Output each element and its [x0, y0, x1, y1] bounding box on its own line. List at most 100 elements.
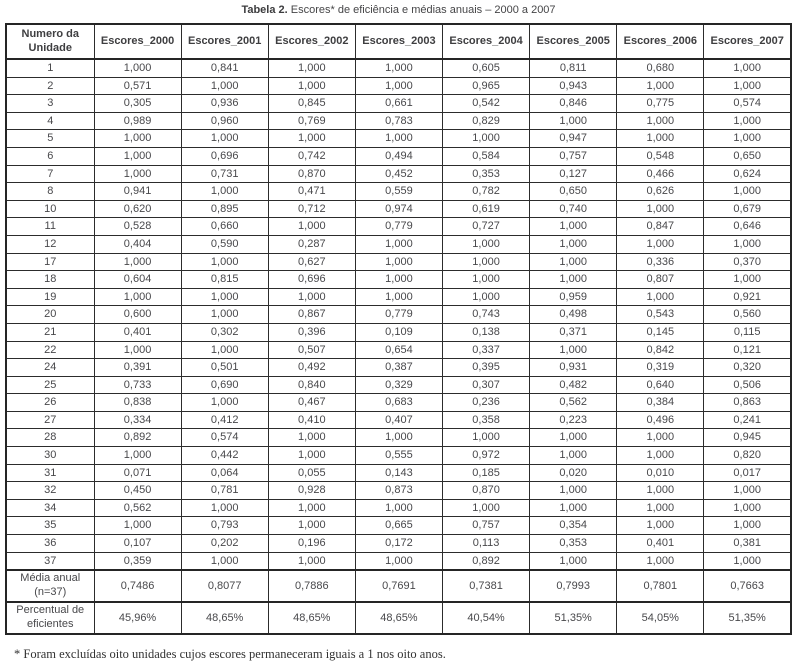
- score-cell: 0,496: [616, 410, 705, 430]
- unit-number-cell: 5: [5, 129, 95, 148]
- score-cell: 1,000: [267, 129, 356, 148]
- table-row: 37 0,359 1,000 1,000 1,000 0,892 1,000 1,000 1,0…: [5, 551, 792, 571]
- summary-value-cell: 45,96%: [93, 601, 182, 635]
- unit-number-cell: 2: [5, 76, 95, 96]
- table-row: 31 0,071 0,064 0,055 0,143 0,185 0,020 0,010 0,0…: [5, 463, 792, 483]
- score-cell: 0,650: [529, 182, 618, 201]
- unit-number-cell: 30: [5, 446, 95, 465]
- score-cell: 0,127: [529, 164, 618, 184]
- score-cell: 0,574: [703, 94, 792, 113]
- unit-number-cell: 17: [5, 252, 95, 272]
- table-row: 17 1,000 1,000 0,627 1,000 1,000 1,000 0,336 0,3…: [5, 252, 792, 272]
- score-cell: 1,000: [441, 234, 531, 254]
- table-title-number: Tabela 2.: [241, 4, 288, 16]
- score-cell: 0,574: [180, 428, 269, 448]
- score-cell: 1,000: [703, 76, 792, 96]
- score-cell: 1,000: [616, 428, 705, 448]
- table-row: 1 1,000 0,841 1,000 1,000 0,605 0,811 0,680 1,00…: [5, 58, 792, 78]
- summary-value-cell: 0,7801: [616, 569, 705, 603]
- score-cell: 0,320: [703, 358, 792, 377]
- score-cell: 0,928: [267, 481, 356, 500]
- summary-value-cell: 54,05%: [616, 601, 705, 635]
- score-cell: 1,000: [354, 270, 444, 289]
- score-cell: 1,000: [616, 498, 705, 518]
- score-cell: 0,965: [441, 76, 531, 96]
- score-cell: 1,000: [354, 58, 444, 78]
- unit-number-cell: 34: [5, 498, 95, 518]
- table-row: 12 0,404 0,590 0,287 1,000 1,000 1,000 1,000 1,0…: [5, 234, 792, 254]
- unit-number-cell: 31: [5, 463, 95, 483]
- score-cell: 0,820: [703, 446, 792, 465]
- summary-label-cell: Média anual (n=37): [5, 569, 95, 603]
- score-cell: 1,000: [703, 182, 792, 201]
- unit-number-cell: 3: [5, 94, 95, 113]
- unit-number-cell: 8: [5, 182, 95, 201]
- score-cell: 0,185: [441, 463, 531, 483]
- score-cell: 0,931: [529, 358, 618, 377]
- score-cell: 0,384: [616, 393, 705, 412]
- score-cell: 0,145: [616, 322, 705, 342]
- score-cell: 0,665: [354, 516, 444, 536]
- unit-number-cell: 18: [5, 270, 95, 289]
- score-cell: 1,000: [703, 111, 792, 131]
- score-cell: 0,960: [180, 111, 269, 131]
- score-cell: 1,000: [529, 498, 618, 518]
- score-cell: 0,471: [267, 182, 356, 201]
- score-cell: 0,757: [441, 516, 531, 536]
- score-cell: 0,548: [616, 146, 705, 166]
- unit-number-cell: 27: [5, 410, 95, 430]
- score-cell: 0,543: [616, 305, 705, 324]
- score-cell: 1,000: [441, 498, 531, 518]
- score-cell: 0,196: [267, 534, 356, 553]
- score-cell: 0,627: [267, 252, 356, 272]
- score-cell: 0,829: [441, 111, 531, 131]
- score-cell: 0,847: [616, 217, 705, 236]
- score-cell: 1,000: [703, 129, 792, 148]
- unit-number-cell: 11: [5, 217, 95, 236]
- score-cell: 0,757: [529, 146, 618, 166]
- score-cell: 1,000: [441, 428, 531, 448]
- score-cell: 0,492: [267, 358, 356, 377]
- score-cell: 0,017: [703, 463, 792, 483]
- score-cell: 0,223: [529, 410, 618, 430]
- score-cell: 0,055: [267, 463, 356, 483]
- score-cell: 0,846: [529, 94, 618, 113]
- column-header: Escores_2005: [529, 23, 618, 60]
- score-cell: 0,560: [703, 305, 792, 324]
- score-cell: 0,793: [180, 516, 269, 536]
- score-cell: 0,404: [93, 234, 182, 254]
- score-cell: 0,571: [93, 76, 182, 96]
- unit-number-cell: 32: [5, 481, 95, 500]
- score-cell: 1,000: [703, 551, 792, 571]
- score-cell: 0,115: [703, 322, 792, 342]
- summary-value-cell: 48,65%: [180, 601, 269, 635]
- column-header: Escores_2003: [354, 23, 444, 60]
- table-row: 35 1,000 0,793 1,000 0,665 0,757 0,354 1,000 1,0…: [5, 516, 792, 536]
- score-cell: 0,947: [529, 129, 618, 148]
- score-cell: 0,989: [93, 111, 182, 131]
- score-cell: 1,000: [529, 446, 618, 465]
- score-cell: 0,941: [93, 182, 182, 201]
- summary-value-cell: 0,7993: [529, 569, 618, 603]
- score-cell: 1,000: [616, 129, 705, 148]
- score-cell: 0,867: [267, 305, 356, 324]
- score-cell: 0,842: [616, 340, 705, 360]
- score-cell: 0,783: [354, 111, 444, 131]
- score-cell: 0,959: [529, 287, 618, 307]
- score-cell: 0,624: [703, 164, 792, 184]
- summary-value-cell: 48,65%: [354, 601, 444, 635]
- table-row: 2 0,571 1,000 1,000 1,000 0,965 0,943 1,000 1,00…: [5, 76, 792, 96]
- score-cell: 1,000: [180, 76, 269, 96]
- score-cell: 0,870: [441, 481, 531, 500]
- score-cell: 0,892: [93, 428, 182, 448]
- score-cell: 0,353: [529, 534, 618, 553]
- score-cell: 1,000: [441, 129, 531, 148]
- score-cell: 1,000: [93, 58, 182, 78]
- score-cell: 0,895: [180, 199, 269, 219]
- score-cell: 0,690: [180, 375, 269, 395]
- unit-number-cell: 24: [5, 358, 95, 377]
- score-cell: 0,381: [703, 534, 792, 553]
- score-cell: 1,000: [703, 234, 792, 254]
- score-cell: 1,000: [93, 164, 182, 184]
- score-cell: 1,000: [93, 446, 182, 465]
